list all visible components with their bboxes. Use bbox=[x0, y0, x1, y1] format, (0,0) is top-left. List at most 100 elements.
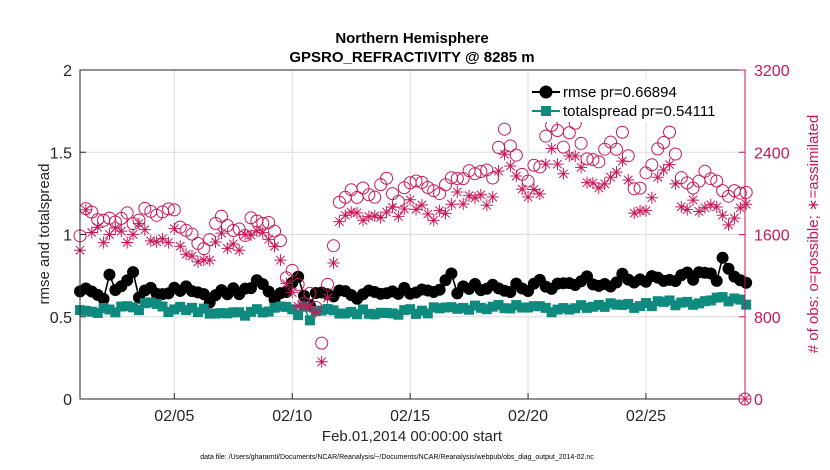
x-tick-label: 02/20 bbox=[508, 408, 548, 425]
point-assimilated bbox=[392, 210, 405, 223]
point-rmse bbox=[433, 283, 446, 296]
point-totalspread bbox=[487, 301, 498, 312]
point-possible bbox=[321, 277, 335, 291]
point-totalspread bbox=[157, 301, 168, 312]
point-assimilated bbox=[156, 232, 169, 245]
point-assimilated bbox=[121, 236, 134, 249]
point-possible bbox=[291, 277, 305, 291]
point-assimilated bbox=[586, 176, 599, 189]
point-totalspread bbox=[534, 301, 545, 312]
point-totalspread bbox=[92, 307, 103, 318]
point-totalspread bbox=[646, 301, 657, 312]
point-possible bbox=[509, 148, 523, 162]
y-left-tick-label: 1.5 bbox=[50, 145, 72, 162]
point-totalspread bbox=[322, 304, 333, 315]
point-totalspread bbox=[611, 299, 622, 310]
point-assimilated bbox=[268, 240, 281, 253]
point-totalspread bbox=[334, 308, 345, 319]
legend: rmse pr=0.66894 totalspread pr=0.54111 bbox=[530, 80, 738, 122]
point-assimilated bbox=[233, 244, 246, 257]
point-possible bbox=[344, 183, 358, 197]
x-tick-label: 02/05 bbox=[154, 408, 194, 425]
point-assimilated bbox=[592, 181, 605, 194]
legend-rmse-text: rmse pr=0.66894 bbox=[563, 84, 677, 101]
point-totalspread bbox=[523, 302, 534, 313]
point-assimilated bbox=[675, 200, 688, 213]
point-totalspread bbox=[181, 305, 192, 316]
x-tick-label: 02/15 bbox=[390, 408, 430, 425]
point-totalspread bbox=[440, 302, 451, 313]
point-assimilated bbox=[292, 300, 305, 313]
y-axis-left-label: rmse and totalspread bbox=[36, 164, 53, 305]
point-possible bbox=[362, 188, 376, 202]
point-totalspread bbox=[576, 300, 587, 311]
point-totalspread bbox=[145, 297, 156, 308]
point-totalspread bbox=[623, 298, 634, 309]
point-totalspread bbox=[464, 304, 475, 315]
point-assimilated bbox=[203, 254, 216, 267]
point-assimilated bbox=[333, 215, 346, 228]
point-possible bbox=[645, 158, 659, 172]
point-assimilated bbox=[698, 201, 711, 214]
point-assimilated bbox=[704, 198, 717, 211]
point-possible bbox=[161, 202, 175, 216]
point-assimilated bbox=[138, 223, 151, 236]
point-assimilated bbox=[645, 191, 658, 204]
point-possible bbox=[209, 216, 223, 230]
point-possible bbox=[598, 142, 612, 156]
point-totalspread bbox=[304, 315, 315, 326]
point-assimilated bbox=[628, 207, 641, 220]
point-possible bbox=[592, 155, 606, 169]
point-totalspread bbox=[234, 307, 245, 318]
point-assimilated bbox=[250, 224, 263, 237]
point-totalspread bbox=[635, 301, 646, 312]
point-totalspread bbox=[705, 295, 716, 306]
point-assimilated bbox=[710, 200, 723, 213]
point-totalspread bbox=[493, 299, 504, 310]
point-totalspread bbox=[163, 306, 174, 317]
point-assimilated bbox=[209, 236, 222, 249]
legend-totalspread-text: totalspread pr=0.54111 bbox=[563, 103, 715, 120]
point-totalspread bbox=[245, 306, 256, 317]
point-possible bbox=[609, 142, 623, 156]
point-totalspread bbox=[658, 296, 669, 307]
point-totalspread bbox=[735, 294, 746, 305]
point-possible bbox=[521, 174, 535, 188]
x-tick-label: 02/10 bbox=[272, 408, 312, 425]
point-assimilated bbox=[150, 235, 163, 248]
point-totalspread bbox=[570, 303, 581, 314]
point-totalspread bbox=[116, 301, 127, 312]
point-assimilated bbox=[386, 201, 399, 214]
point-possible bbox=[138, 201, 152, 215]
point-totalspread bbox=[434, 303, 445, 314]
point-assimilated bbox=[498, 148, 511, 161]
point-totalspread bbox=[328, 305, 339, 316]
point-totalspread bbox=[104, 304, 115, 315]
legend-rmse-marker bbox=[539, 85, 553, 99]
point-assimilated bbox=[734, 201, 747, 214]
chart-title-line1: Northern Hemisphere bbox=[335, 30, 488, 47]
y-right-tick-label: 0 bbox=[754, 392, 763, 409]
point-totalspread bbox=[428, 302, 439, 313]
point-possible bbox=[409, 174, 423, 188]
point-assimilated bbox=[286, 286, 299, 299]
point-totalspread bbox=[122, 301, 133, 312]
point-assimilated bbox=[303, 300, 316, 313]
point-totalspread bbox=[86, 306, 97, 317]
point-totalspread bbox=[210, 308, 221, 319]
point-totalspread bbox=[446, 302, 457, 313]
legend-box bbox=[530, 80, 738, 122]
point-assimilated bbox=[309, 305, 322, 318]
point-totalspread bbox=[281, 301, 292, 312]
point-assimilated bbox=[404, 193, 417, 206]
footnote: data file: /Users/gharamti/Documents/NCA… bbox=[200, 454, 594, 461]
point-totalspread bbox=[198, 303, 209, 314]
point-assimilated bbox=[533, 187, 546, 200]
point-assimilated bbox=[657, 163, 670, 176]
point-rmse bbox=[445, 267, 458, 280]
point-assimilated bbox=[551, 158, 564, 171]
point-totalspread bbox=[257, 307, 268, 318]
point-possible bbox=[710, 174, 724, 188]
point-assimilated bbox=[168, 222, 181, 235]
point-totalspread bbox=[128, 302, 139, 313]
